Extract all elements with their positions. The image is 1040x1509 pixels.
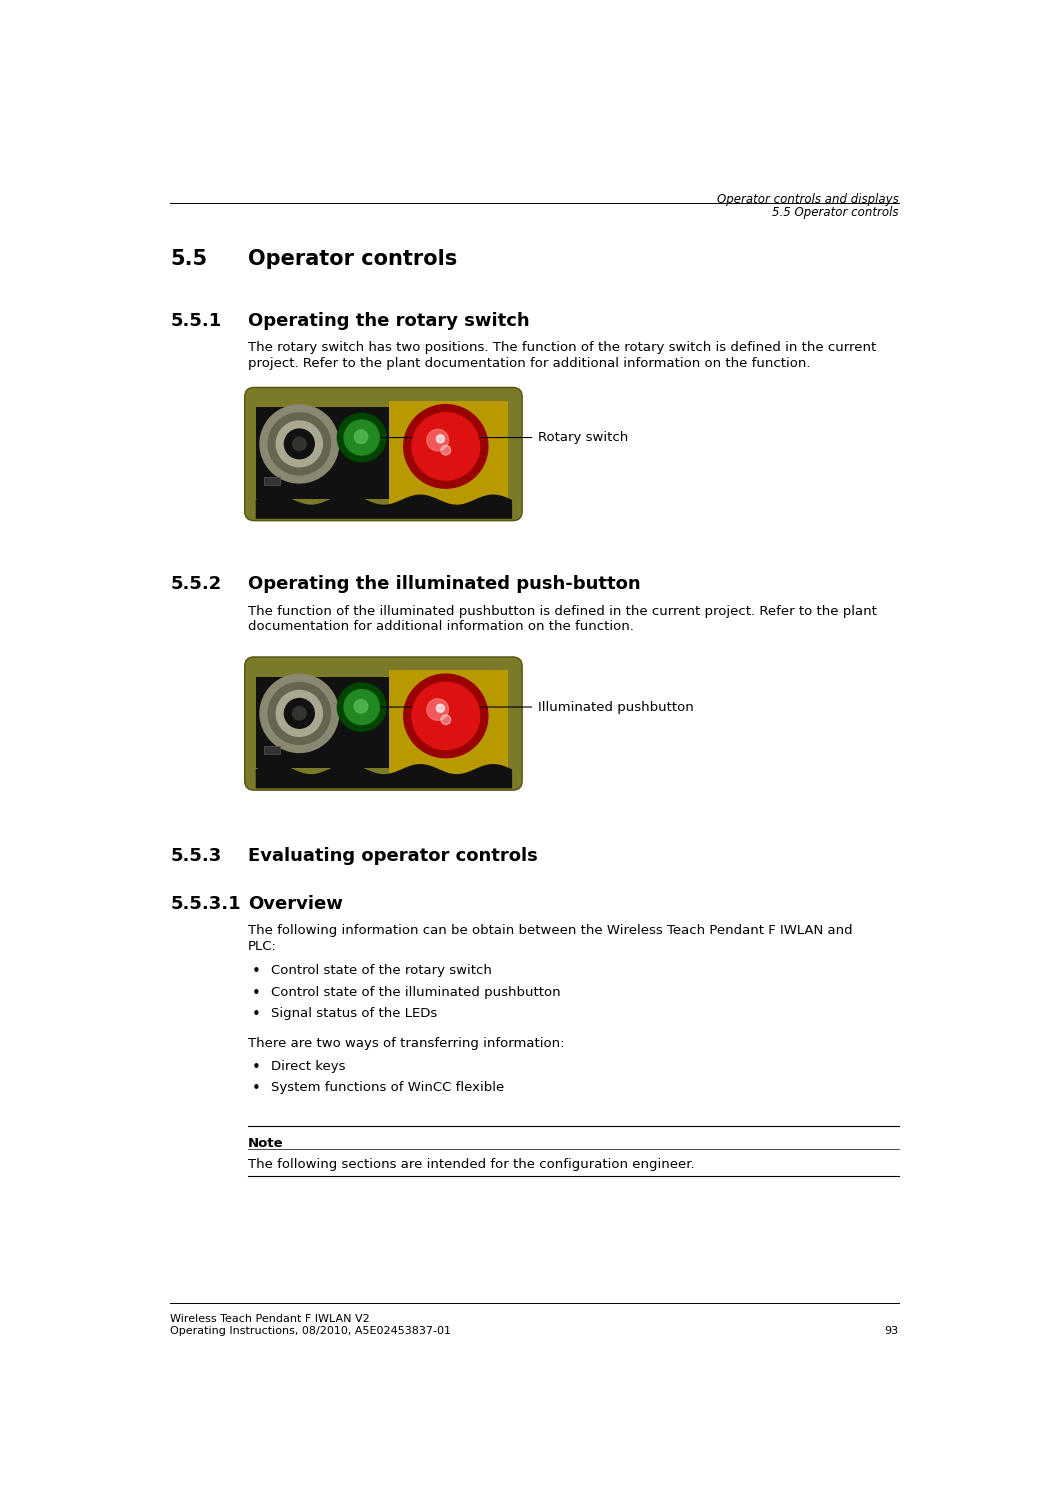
- Text: Illuminated pushbutton: Illuminated pushbutton: [539, 700, 694, 714]
- Circle shape: [437, 435, 444, 442]
- Circle shape: [404, 675, 488, 758]
- Bar: [256, 676, 397, 768]
- Circle shape: [337, 413, 386, 462]
- Circle shape: [412, 413, 479, 480]
- Text: 5.5: 5.5: [171, 249, 207, 269]
- Circle shape: [268, 413, 331, 475]
- Text: PLC:: PLC:: [248, 940, 277, 952]
- Circle shape: [268, 682, 331, 744]
- Circle shape: [426, 699, 448, 720]
- Circle shape: [337, 682, 386, 732]
- Circle shape: [292, 706, 306, 720]
- Text: Operating the illuminated push-button: Operating the illuminated push-button: [248, 575, 641, 593]
- Text: Wireless Teach Pendant F IWLAN V2: Wireless Teach Pendant F IWLAN V2: [171, 1314, 370, 1323]
- Bar: [389, 670, 509, 774]
- Text: Note: Note: [248, 1136, 284, 1150]
- Bar: [389, 401, 509, 506]
- Text: 5.5.3.1: 5.5.3.1: [171, 895, 241, 913]
- FancyBboxPatch shape: [244, 656, 522, 791]
- Text: Operating the rotary switch: Operating the rotary switch: [248, 312, 529, 330]
- Circle shape: [260, 675, 339, 753]
- Circle shape: [292, 438, 306, 451]
- Text: Overview: Overview: [248, 895, 342, 913]
- Text: Control state of the illuminated pushbutton: Control state of the illuminated pushbut…: [271, 985, 561, 999]
- Circle shape: [441, 445, 450, 456]
- Text: •: •: [252, 964, 260, 979]
- Circle shape: [441, 715, 450, 724]
- Text: 5.5.2: 5.5.2: [171, 575, 222, 593]
- Circle shape: [344, 690, 380, 724]
- Circle shape: [355, 430, 368, 444]
- Text: project. Refer to the plant documentation for additional information on the func: project. Refer to the plant documentatio…: [248, 356, 810, 370]
- Text: •: •: [252, 1059, 260, 1074]
- Text: 93: 93: [885, 1326, 899, 1335]
- Circle shape: [344, 420, 380, 456]
- Bar: [264, 477, 281, 484]
- Bar: [264, 747, 281, 754]
- Circle shape: [412, 682, 479, 750]
- Text: 5.5.3: 5.5.3: [171, 847, 222, 865]
- Circle shape: [437, 705, 444, 712]
- Text: •: •: [252, 1082, 260, 1096]
- FancyBboxPatch shape: [244, 388, 522, 521]
- Text: System functions of WinCC flexible: System functions of WinCC flexible: [271, 1082, 504, 1094]
- Text: The following information can be obtain between the Wireless Teach Pendant F IWL: The following information can be obtain …: [248, 924, 853, 937]
- Bar: [256, 407, 397, 498]
- Circle shape: [277, 421, 322, 466]
- Text: 5.5 Operator controls: 5.5 Operator controls: [773, 207, 899, 219]
- Text: 5.5.1: 5.5.1: [171, 312, 222, 330]
- Text: Operator controls and displays: Operator controls and displays: [717, 193, 899, 207]
- Circle shape: [404, 404, 488, 489]
- Text: •: •: [252, 1008, 260, 1022]
- Text: Evaluating operator controls: Evaluating operator controls: [248, 847, 538, 865]
- Circle shape: [284, 699, 314, 729]
- Circle shape: [426, 429, 448, 451]
- Text: documentation for additional information on the function.: documentation for additional information…: [248, 620, 633, 632]
- Circle shape: [277, 691, 322, 736]
- Circle shape: [355, 700, 368, 712]
- Text: Direct keys: Direct keys: [271, 1059, 345, 1073]
- Text: The function of the illuminated pushbutton is defined in the current project. Re: The function of the illuminated pushbutt…: [248, 605, 877, 617]
- Circle shape: [284, 429, 314, 459]
- Text: •: •: [252, 985, 260, 1000]
- Text: Signal status of the LEDs: Signal status of the LEDs: [271, 1008, 437, 1020]
- Text: Rotary switch: Rotary switch: [539, 432, 628, 444]
- Text: Operating Instructions, 08/2010, A5E02453837-01: Operating Instructions, 08/2010, A5E0245…: [171, 1326, 451, 1335]
- Text: There are two ways of transferring information:: There are two ways of transferring infor…: [248, 1037, 565, 1050]
- Text: The following sections are intended for the configuration engineer.: The following sections are intended for …: [248, 1159, 695, 1171]
- Text: Operator controls: Operator controls: [248, 249, 457, 269]
- Text: Control state of the rotary switch: Control state of the rotary switch: [271, 964, 492, 978]
- Circle shape: [260, 404, 339, 483]
- Text: The rotary switch has two positions. The function of the rotary switch is define: The rotary switch has two positions. The…: [248, 341, 876, 355]
